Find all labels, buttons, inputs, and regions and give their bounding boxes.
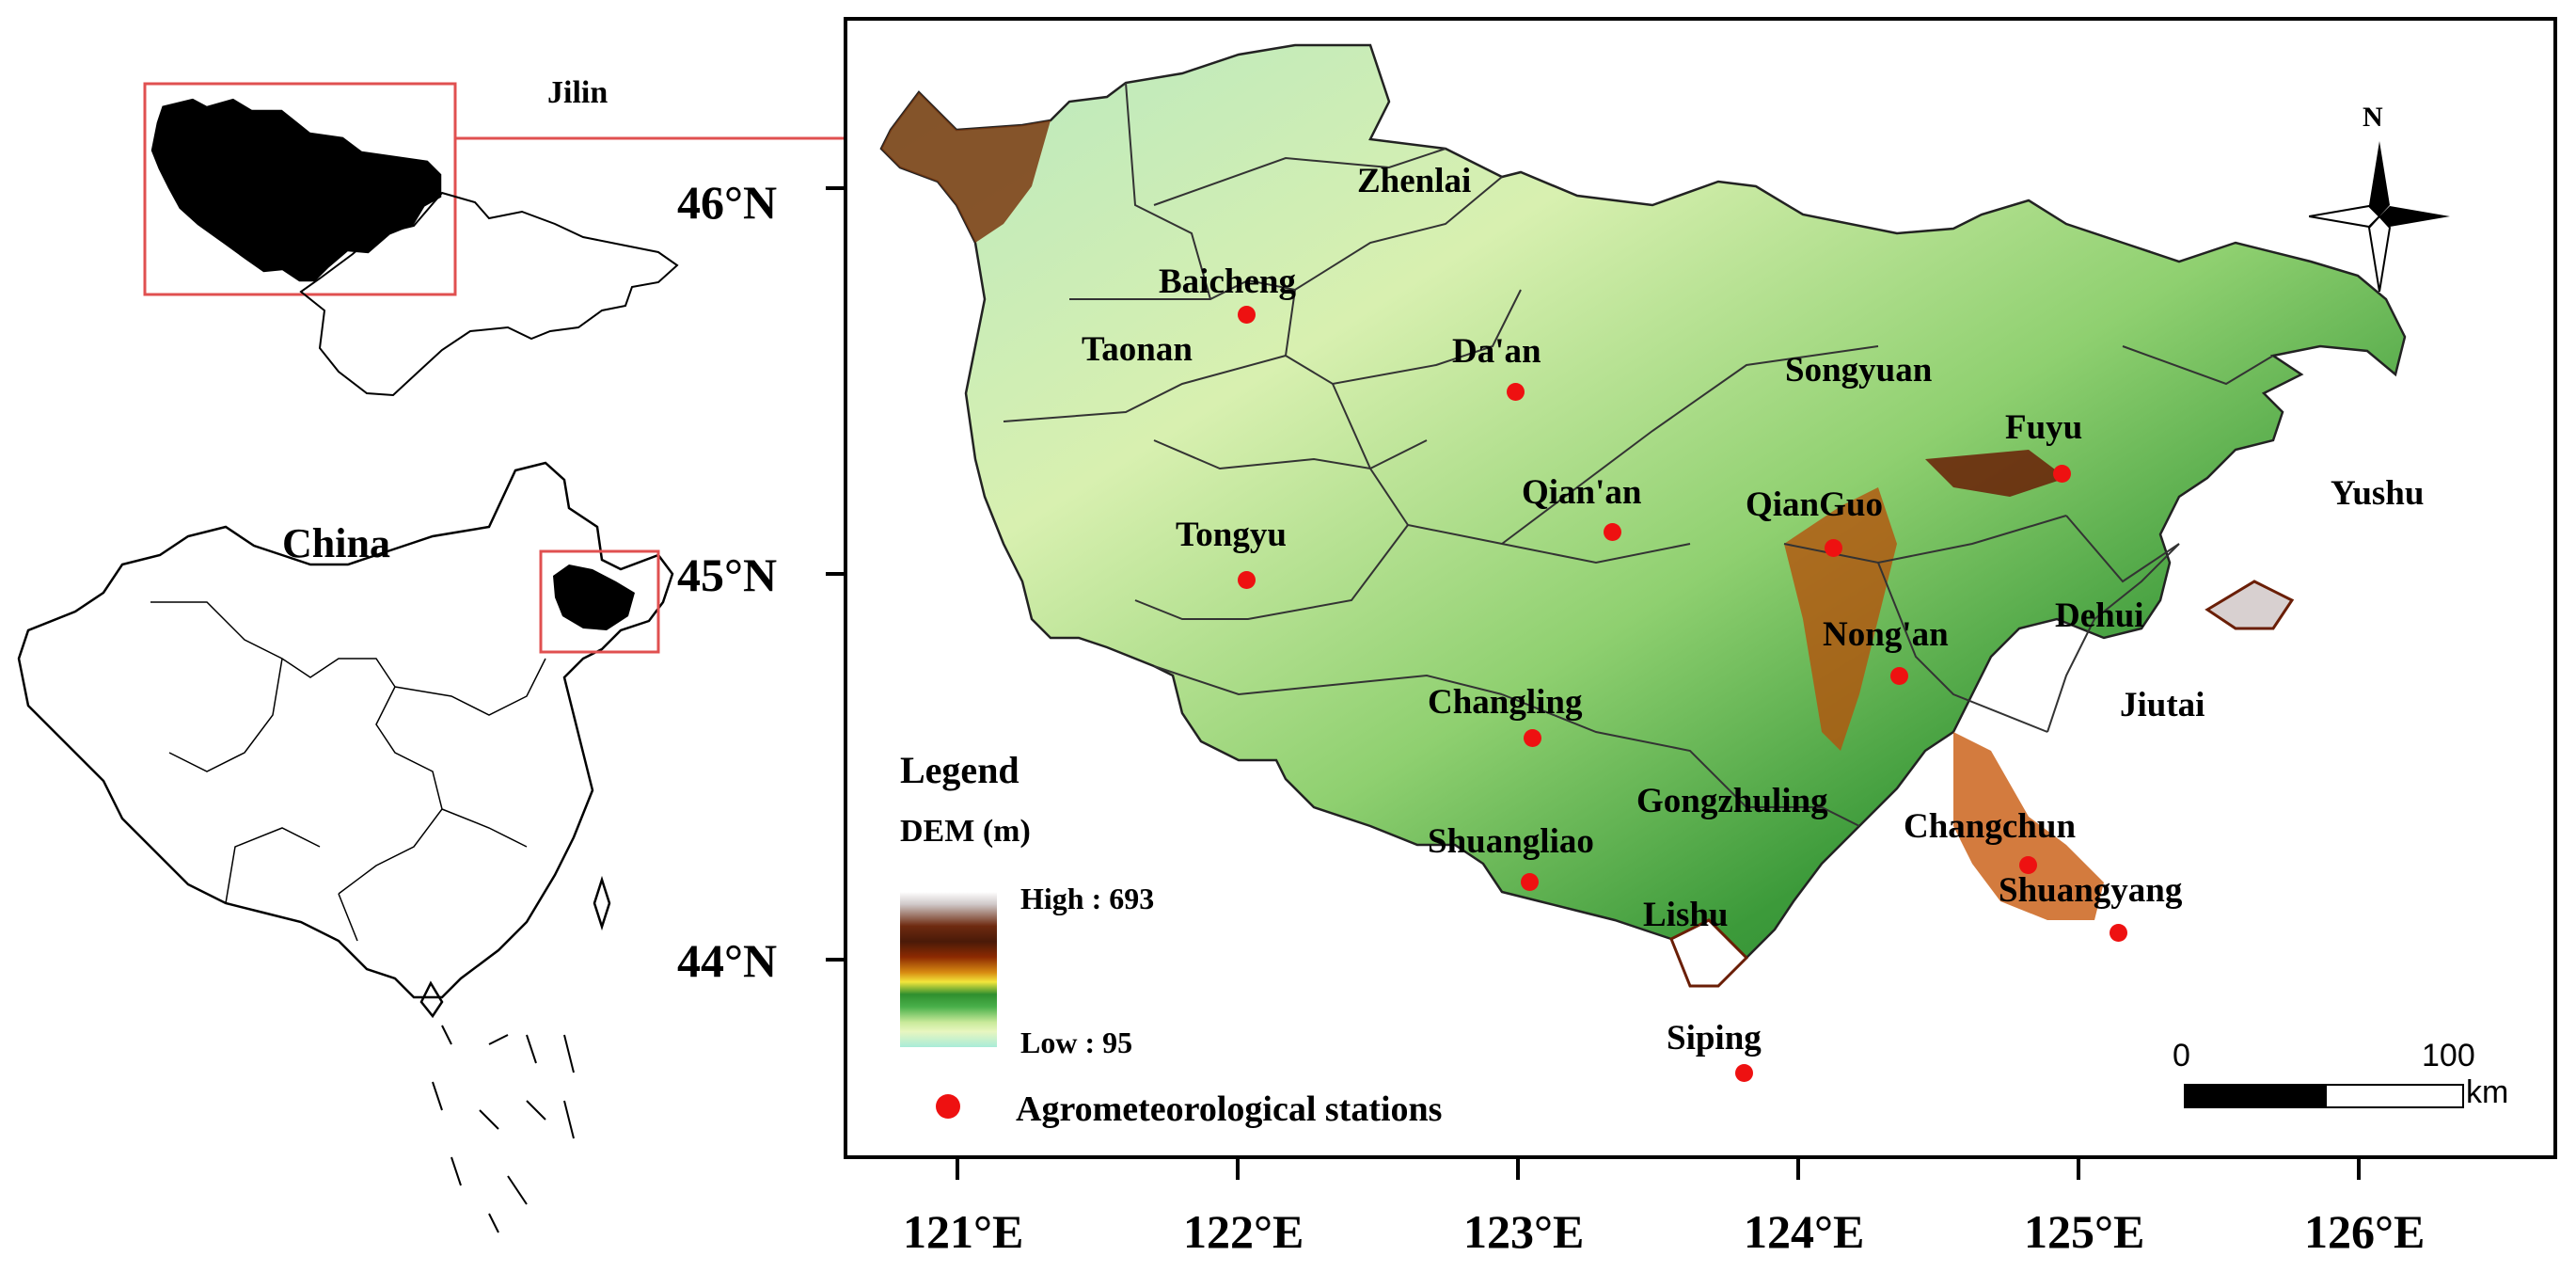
lon-tick-122 [1236, 1159, 1240, 1180]
china-inset-map [17, 461, 674, 1233]
jiutai-peaks [2205, 580, 2295, 630]
qianguo-highland [1925, 450, 2066, 497]
lon-tick-126 [2357, 1159, 2361, 1180]
study-region-shape [150, 97, 443, 283]
north-arrow-icon [2309, 141, 2450, 292]
station-marker-shuangliao [1521, 873, 1539, 891]
jilin-inset-label: Jilin [547, 75, 608, 110]
main-map-frame [844, 17, 2557, 1159]
city-label-jiutai: Jiutai [2120, 686, 2205, 724]
scale-bar-white [2325, 1084, 2464, 1108]
legend-high-value: High : 693 [1020, 882, 1155, 915]
lon-label-121: 121°E [903, 1205, 1024, 1258]
north-label: N [2363, 102, 2383, 133]
city-label-baicheng: Baicheng [1159, 262, 1296, 301]
station-marker-qianguo [1825, 539, 1842, 557]
city-label-fuyu: Fuyu [2005, 408, 2083, 447]
china-inset-label: China [282, 520, 390, 566]
lat-label-45: 45°N [677, 549, 778, 601]
hainan-island [419, 980, 444, 1019]
jilin-inset-map [143, 82, 844, 397]
western-highlands [881, 92, 1051, 243]
lon-tick-124 [1796, 1159, 1800, 1180]
siping-peaks [1669, 918, 1749, 988]
south-china-sea-dashes [432, 1025, 575, 1233]
scale-unit: km [2466, 1074, 2509, 1110]
inset-maps [17, 82, 844, 1233]
lat-label-46: 46°N [677, 176, 778, 229]
station-marker-daan [1507, 383, 1525, 401]
lon-label-122: 122°E [1183, 1205, 1304, 1258]
station-marker-shuangyang [2110, 924, 2127, 942]
scale-start: 0 [2173, 1038, 2190, 1073]
station-marker-qianan [1604, 523, 1621, 541]
city-label-daan: Da'an [1452, 332, 1541, 371]
station-marker-tongyu [1238, 571, 1256, 589]
city-label-taonan: Taonan [1082, 330, 1193, 369]
lon-label-124: 124°E [1744, 1205, 1865, 1258]
legend-low-value: Low : 95 [1020, 1026, 1133, 1059]
city-label-qianguo: QianGuo [1746, 485, 1883, 524]
study-area-dem [879, 43, 2407, 988]
city-label-tongyu: Tongyu [1176, 516, 1287, 554]
station-marker-fuyu [2053, 465, 2071, 483]
china-jilin-fill [553, 564, 635, 630]
city-label-gongzhuling: Gongzhuling [1636, 782, 1828, 820]
city-label-qianan: Qian'an [1522, 473, 1642, 512]
china-jilin-box [539, 549, 660, 654]
dem-color-ramp [900, 892, 997, 1047]
city-label-shuangyang: Shuangyang [1999, 871, 2183, 910]
city-label-siping: Siping [1667, 1019, 1762, 1057]
central-ridge [1784, 487, 1897, 751]
taiwan-island [593, 875, 611, 931]
city-label-changchun: Changchun [1904, 807, 2077, 846]
scale-end: 100 [2422, 1038, 2475, 1073]
station-marker-changchun [2019, 856, 2037, 874]
scale-bar-black [2184, 1084, 2329, 1108]
station-marker-nongan [1890, 667, 1908, 685]
lat-tick-45 [826, 572, 845, 576]
lat-tick-46 [826, 186, 845, 190]
city-label-zhenlai: Zhenlai [1357, 162, 1472, 200]
city-label-lishu: Lishu [1643, 896, 1729, 934]
lon-label-123: 123°E [1463, 1205, 1585, 1258]
dem-terrain-map [879, 43, 2407, 988]
province-boundaries [150, 601, 546, 942]
city-label-dehui: Dehui [2055, 596, 2144, 635]
city-label-yushu: Yushu [2331, 474, 2425, 513]
lat-tick-44 [826, 958, 845, 962]
lon-label-125: 125°E [2024, 1205, 2145, 1258]
station-marker-changling [1524, 729, 1541, 747]
station-marker-baicheng [1238, 306, 1256, 324]
legend-title: Legend [900, 749, 1019, 791]
lat-label-44: 44°N [677, 934, 778, 987]
city-label-changling: Changling [1428, 683, 1583, 722]
lon-tick-123 [1516, 1159, 1520, 1180]
station-marker-siping [1735, 1064, 1753, 1082]
jilin-study-area-box [143, 82, 457, 296]
city-label-shuangliao: Shuangliao [1428, 822, 1594, 861]
city-label-songyuan: Songyuan [1785, 351, 1933, 390]
china-outline [17, 461, 674, 999]
legend-stations-label: Agrometeorological stations [1016, 1089, 1443, 1129]
lon-tick-121 [956, 1159, 959, 1180]
lon-label-126: 126°E [2304, 1205, 2426, 1258]
legend-station-symbol [936, 1094, 960, 1119]
county-boundaries [1003, 82, 2274, 827]
legend-dem-title: DEM (m) [900, 814, 1031, 849]
city-label-nongan: Nong'an [1823, 615, 1949, 654]
lon-tick-125 [2077, 1159, 2080, 1180]
jilin-east-outline [299, 191, 679, 397]
southeast-highlands [1953, 732, 2104, 920]
